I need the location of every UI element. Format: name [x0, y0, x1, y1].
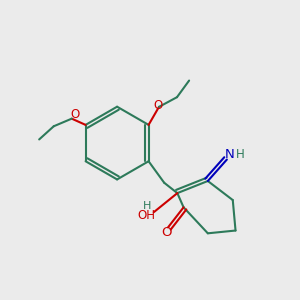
Text: O: O — [154, 99, 163, 112]
Text: H: H — [143, 201, 151, 211]
Text: H: H — [236, 148, 245, 161]
Text: OH: OH — [138, 209, 156, 222]
Text: O: O — [161, 226, 172, 239]
Text: N: N — [225, 148, 235, 161]
Text: O: O — [70, 108, 79, 121]
